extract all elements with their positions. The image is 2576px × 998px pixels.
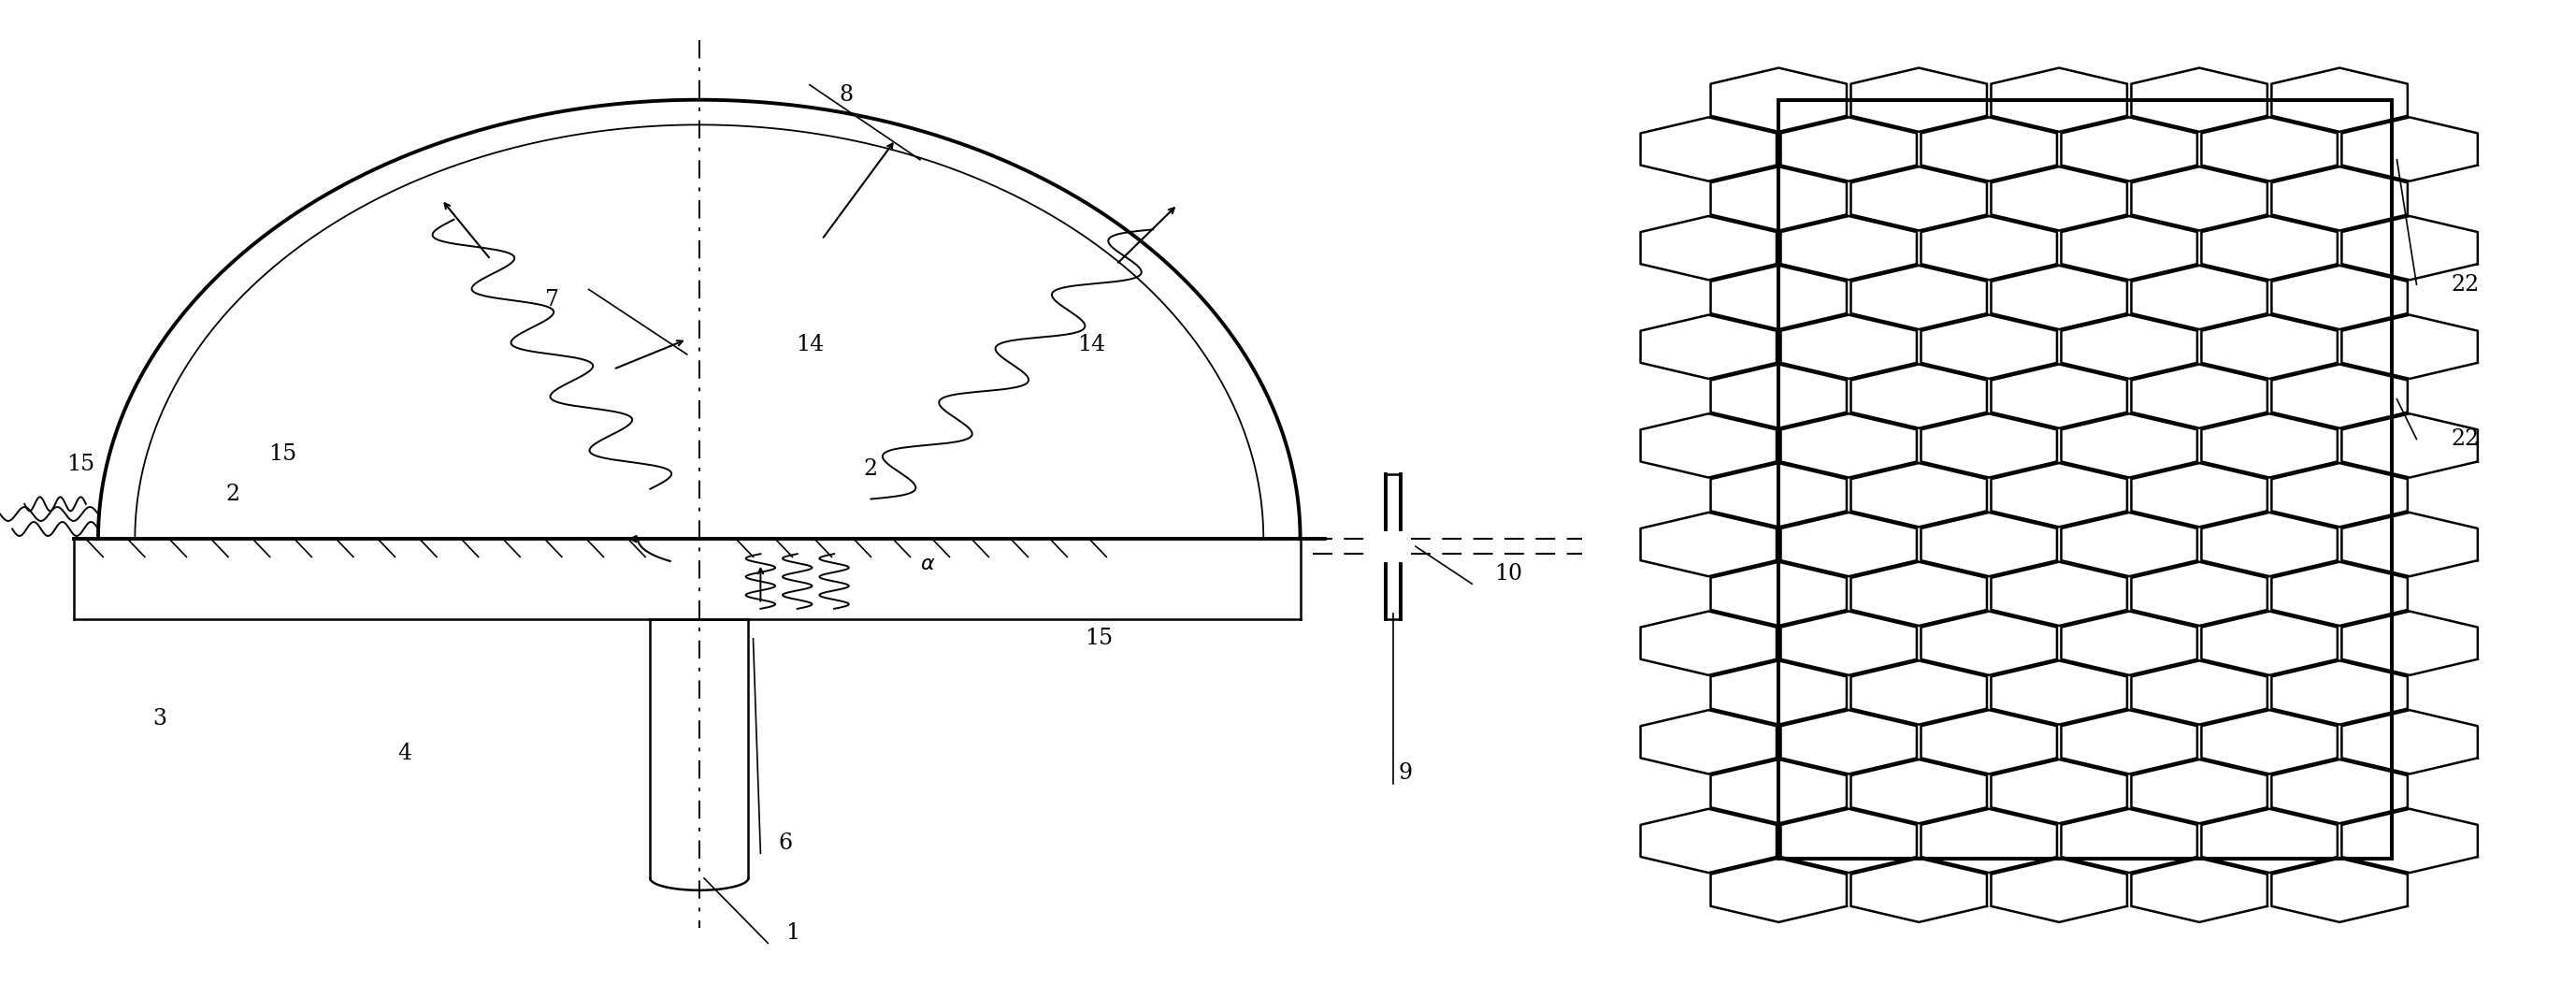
Text: 14: 14 — [1077, 333, 1105, 355]
Text: 1: 1 — [786, 922, 799, 944]
Text: 10: 10 — [1494, 563, 1522, 585]
Text: 2: 2 — [863, 458, 878, 480]
Bar — [1777, 100, 2393, 858]
Text: 22: 22 — [2452, 428, 2481, 450]
Bar — [1777, 100, 2393, 858]
Text: 3: 3 — [152, 708, 167, 730]
Text: 4: 4 — [397, 743, 412, 764]
Text: 15: 15 — [1084, 628, 1113, 650]
Text: 8: 8 — [840, 84, 853, 106]
Text: 2: 2 — [227, 483, 240, 505]
Text: 9: 9 — [1399, 762, 1412, 784]
Text: 14: 14 — [796, 333, 824, 355]
Text: 6: 6 — [778, 832, 793, 854]
Text: $\alpha$: $\alpha$ — [920, 554, 935, 574]
Text: 15: 15 — [268, 443, 296, 465]
Text: 22: 22 — [2452, 273, 2481, 295]
Text: 15: 15 — [67, 453, 95, 475]
Bar — [1777, 100, 2393, 858]
Text: 7: 7 — [546, 288, 559, 310]
